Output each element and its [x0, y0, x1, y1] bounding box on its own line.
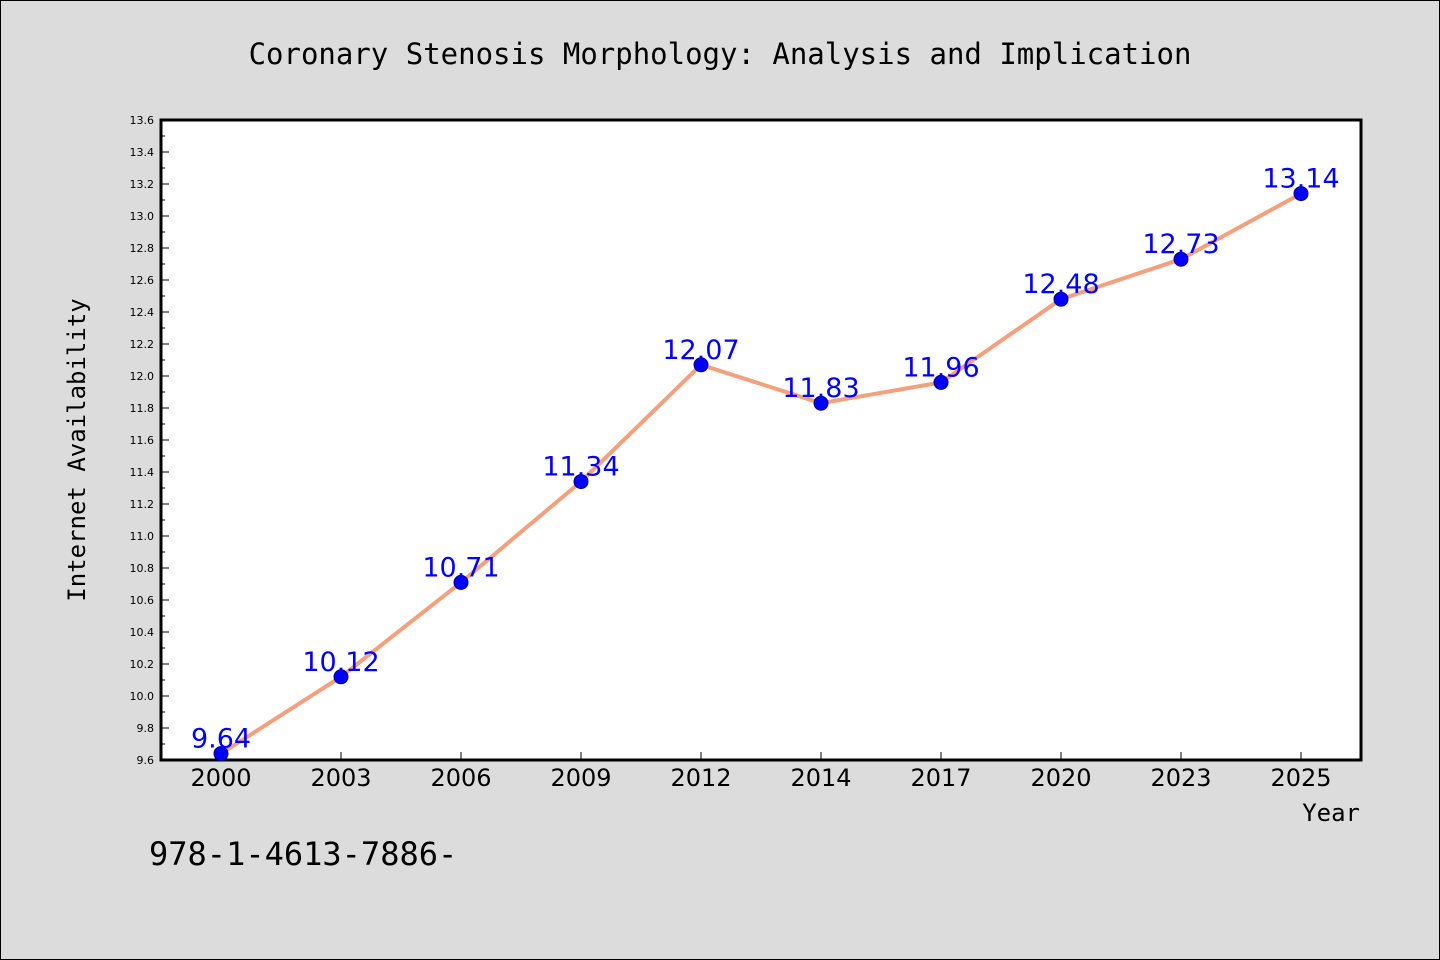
- data-label: 12.73: [1142, 229, 1219, 260]
- y-tick-label: 13.6: [130, 114, 155, 127]
- y-tick-label: 9.8: [137, 722, 155, 735]
- data-point: [333, 669, 349, 685]
- x-tick-label: 2000: [190, 764, 251, 792]
- y-tick-label: 11.2: [130, 498, 155, 511]
- data-label: 10.71: [422, 552, 499, 583]
- y-tick-label: 11.8: [130, 402, 155, 415]
- data-point: [1053, 291, 1069, 307]
- data-label: 11.34: [542, 452, 619, 483]
- series-layer: [213, 186, 1309, 762]
- y-tick-label: 12.6: [130, 274, 155, 287]
- y-axis: 9.6 9.8 10.0 10.2 10.4 10.6 10.8 11.0 11.2 11.4 11…: [130, 114, 169, 767]
- data-label: 9.64: [191, 724, 251, 755]
- y-tick-label: 10.2: [130, 658, 155, 671]
- series-line: [219, 191, 1302, 756]
- data-point: [933, 374, 949, 390]
- data-point: [693, 357, 709, 373]
- footer-code: 978-1-4613-7886-: [149, 835, 457, 873]
- y-tick-label: 10.0: [130, 690, 155, 703]
- x-tick-label: 2009: [550, 764, 611, 792]
- y-tick-label: 12.4: [130, 306, 155, 319]
- data-label-layer: 9.64 10.12 10.71 11.34 12.07 11.83 11.96 12.48 1…: [191, 164, 1340, 755]
- x-tick-label: 2023: [1150, 764, 1211, 792]
- data-point: [813, 395, 829, 411]
- x-axis: 2000 2003 2006 2009 2012 2014 2017 2020 2023 2025: [190, 752, 1332, 792]
- data-label: 12.48: [1022, 269, 1099, 300]
- y-tick-label: 13.0: [130, 210, 155, 223]
- plot-area: [159, 118, 1363, 762]
- y-tick-label: 11.4: [130, 466, 155, 479]
- x-tick-label: 2003: [310, 764, 371, 792]
- y-tick-label: 9.6: [137, 754, 155, 767]
- y-axis-title: Internet Availability: [63, 298, 91, 601]
- data-label: 10.12: [302, 647, 379, 678]
- x-axis-title: Year: [1302, 799, 1360, 827]
- y-tick-label: 10.4: [130, 626, 155, 639]
- data-label: 11.96: [902, 352, 979, 383]
- data-point: [453, 574, 469, 590]
- x-tick-label: 2017: [910, 764, 971, 792]
- x-tick-label: 2012: [670, 764, 731, 792]
- data-label: 13.14: [1262, 164, 1339, 195]
- x-tick-label: 2006: [430, 764, 491, 792]
- data-point: [1293, 186, 1309, 202]
- y-tick-label: 10.6: [130, 594, 155, 607]
- y-tick-label: 11.6: [130, 434, 155, 447]
- y-tick-label: 10.8: [130, 562, 155, 575]
- x-tick-label: 2020: [1030, 764, 1091, 792]
- y-tick-label: 12.0: [130, 370, 155, 383]
- y-tick-label: 12.2: [130, 338, 155, 351]
- data-point: [1173, 251, 1189, 267]
- y-tick-label: 12.8: [130, 242, 155, 255]
- x-tick-label: 2014: [790, 764, 851, 792]
- data-label: 12.07: [662, 335, 739, 366]
- y-tick-label: 11.0: [130, 530, 155, 543]
- chart-title: Coronary Stenosis Morphology: Analysis a…: [249, 37, 1192, 71]
- x-tick-label: 2025: [1270, 764, 1331, 792]
- data-point: [213, 746, 229, 762]
- y-tick-label: 13.4: [130, 146, 155, 159]
- data-label: 11.83: [782, 373, 859, 404]
- data-point: [573, 474, 589, 490]
- y-tick-label: 13.2: [130, 178, 155, 191]
